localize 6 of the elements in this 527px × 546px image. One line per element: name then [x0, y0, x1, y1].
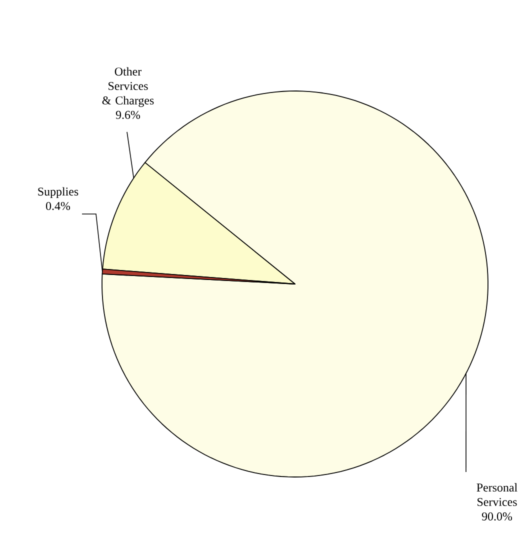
data-label: 0.4% — [46, 202, 70, 210]
slice-label: Other Services & Charges — [102, 67, 154, 107]
slice-label: Personal Services — [476, 483, 518, 506]
slice-label: Supplies — [38, 187, 78, 198]
data-label: 9.6% — [116, 110, 140, 119]
data-label: 90.0% — [482, 512, 512, 521]
